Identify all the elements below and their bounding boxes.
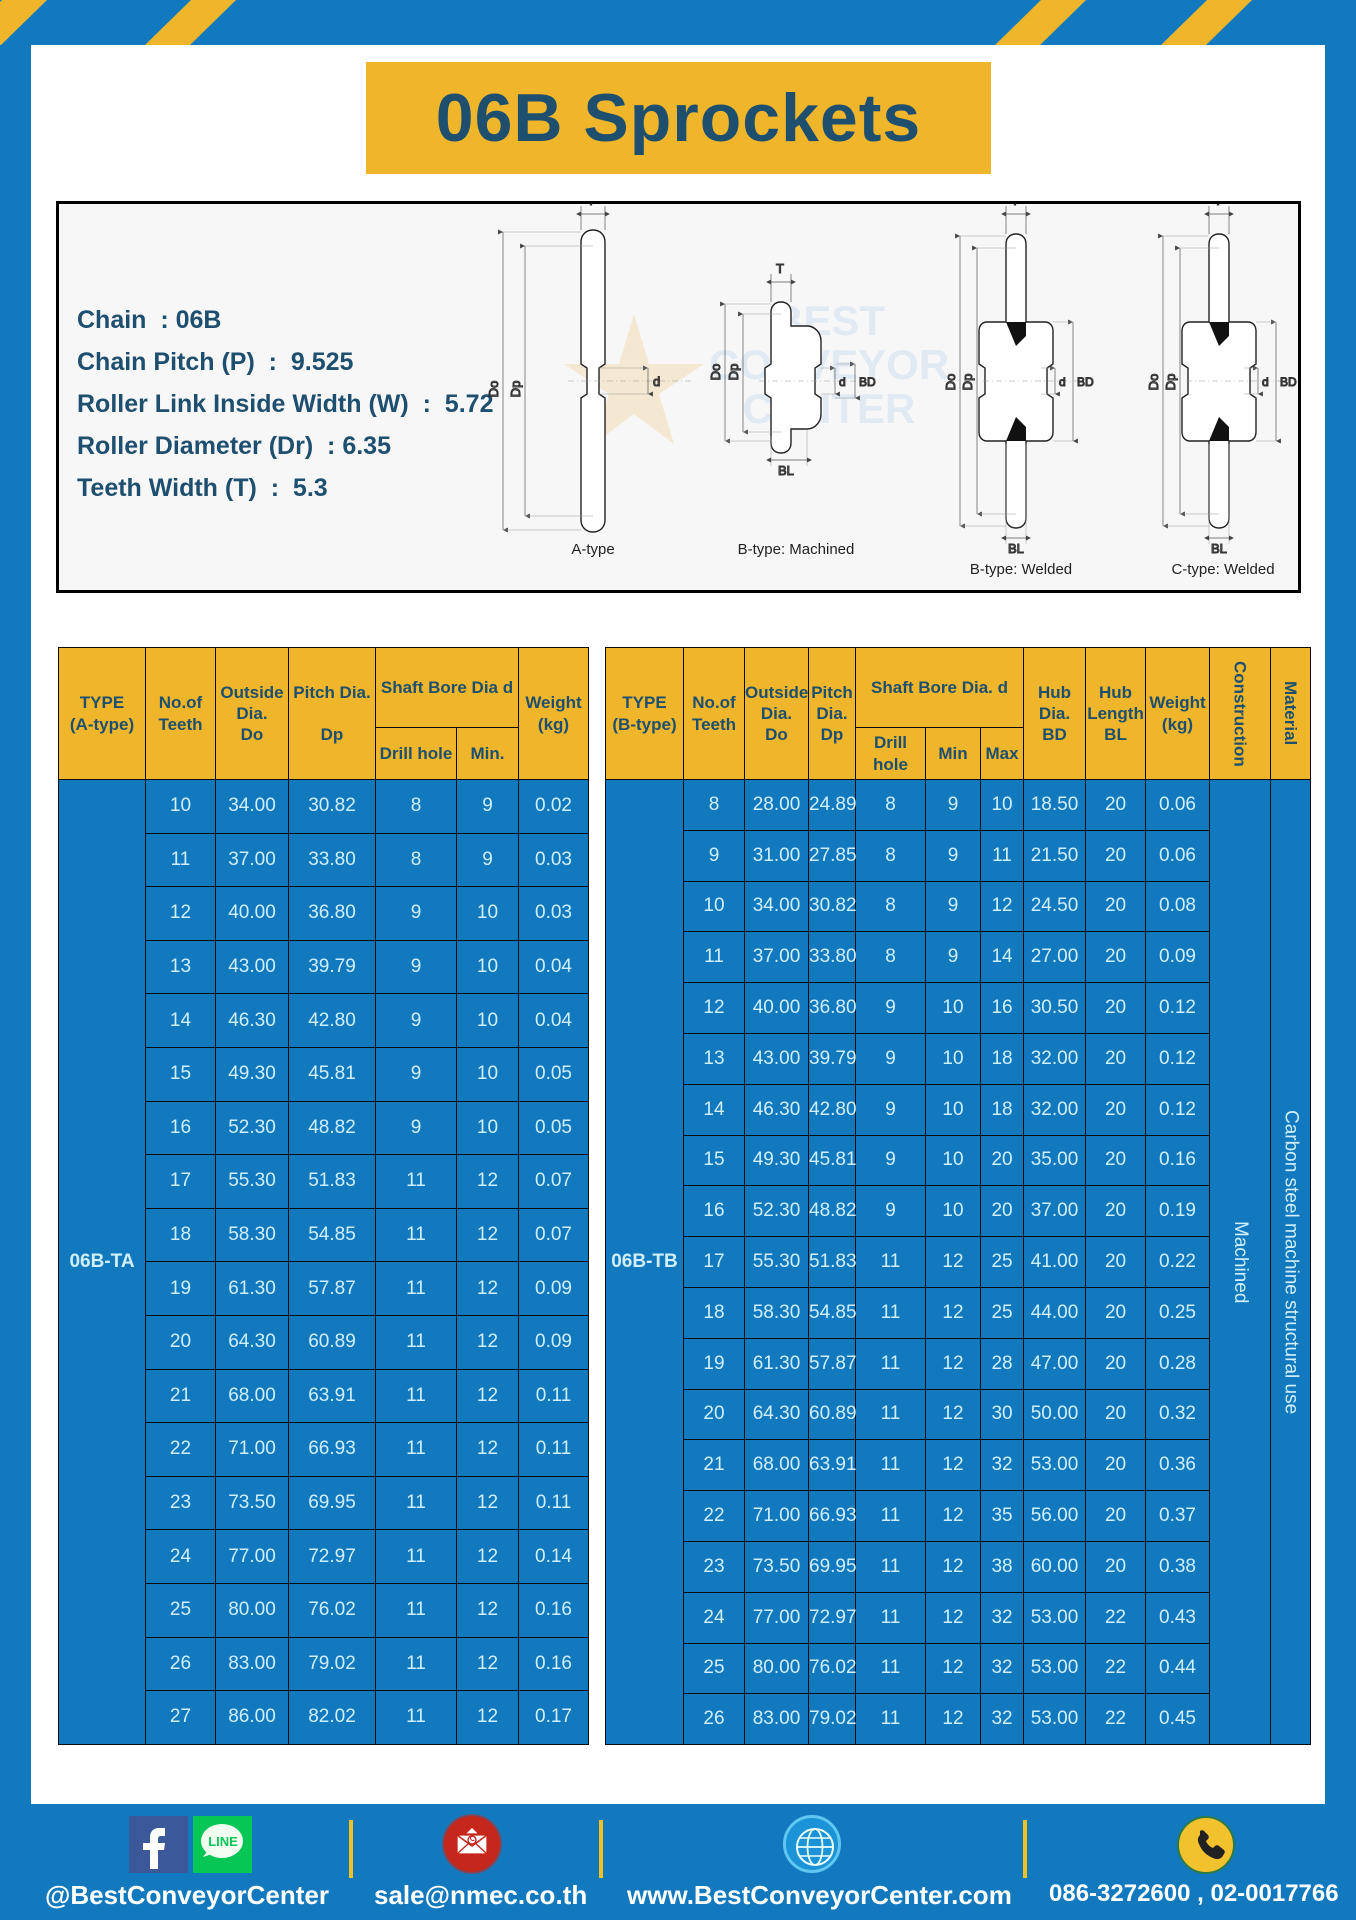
svg-text:BL: BL — [1211, 541, 1227, 556]
svg-text:C-type: Welded: C-type: Welded — [1171, 561, 1274, 578]
svg-text:BD: BD — [1077, 375, 1094, 389]
svg-text:Do: Do — [486, 381, 501, 398]
svg-text:B-type: Welded: B-type: Welded — [970, 561, 1072, 578]
svg-text:Dp: Dp — [726, 364, 741, 381]
svg-text:Do: Do — [1146, 374, 1161, 391]
svg-text:Do: Do — [708, 364, 723, 381]
svg-text:B-type: Machined: B-type: Machined — [738, 541, 855, 558]
svg-text:BL: BL — [778, 463, 794, 478]
svg-text:Do: Do — [943, 374, 958, 391]
svg-text:d: d — [1059, 375, 1066, 389]
svg-text:LINE: LINE — [208, 1834, 238, 1849]
svg-text:BL: BL — [1008, 541, 1024, 556]
svg-text:d: d — [1262, 375, 1269, 389]
svg-text:BD: BD — [1280, 375, 1297, 389]
svg-text:T: T — [587, 204, 595, 208]
svg-text:BD: BD — [859, 375, 876, 389]
svg-text:Dp: Dp — [508, 381, 523, 398]
svg-text:Dp: Dp — [960, 374, 975, 391]
svg-text:Dp: Dp — [1163, 374, 1178, 391]
svg-text:T: T — [776, 261, 784, 276]
svg-text:d: d — [839, 375, 846, 389]
svg-text:T: T — [1214, 204, 1222, 208]
svg-text:A-type: A-type — [571, 541, 614, 558]
svg-text:T: T — [1011, 204, 1019, 208]
svg-text:d: d — [653, 374, 660, 389]
